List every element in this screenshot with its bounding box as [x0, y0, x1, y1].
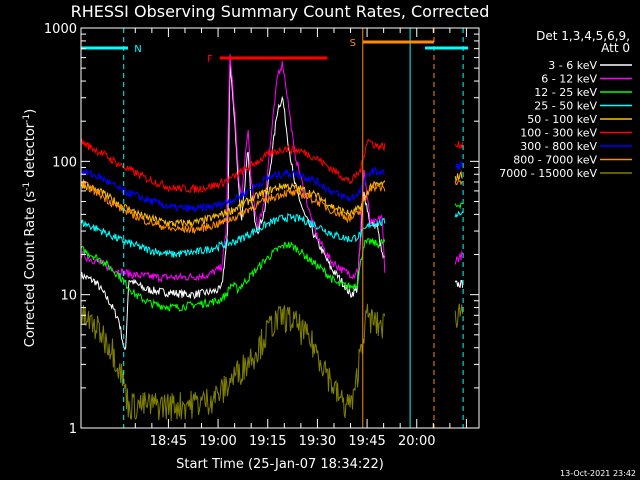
x-tick-label: 19:15 [249, 434, 286, 449]
legend-label: 800 - 7000 keV [513, 154, 597, 167]
x-axis-label: Start Time (25-Jan-07 18:34:22) [176, 457, 384, 472]
y-axis: 1 10 100 1000 [44, 22, 479, 437]
y-tick-label: 10 [60, 289, 77, 304]
x-tick-label: 19:45 [348, 434, 385, 449]
x-axis: 18:45 19:00 19:15 19:30 19:45 20:00 [134, 28, 467, 449]
x-tick-label: 18:45 [150, 434, 187, 449]
legend-label: 3 - 6 keV [548, 59, 597, 72]
series-line [80, 210, 464, 258]
series-line [80, 202, 463, 312]
plot-frame [80, 27, 480, 429]
legend-header-1: Det 1,3,4,5,6,9, [536, 29, 630, 43]
legend-header-2: Att 0 [601, 41, 630, 55]
x-tick-label: 20:00 [398, 434, 435, 449]
legend-label: 300 - 800 keV [520, 140, 597, 153]
legend-label: 25 - 50 keV [534, 100, 597, 113]
x-tick-label: 19:00 [199, 434, 236, 449]
series-line [80, 62, 464, 351]
x-tick-label: 19:30 [299, 434, 336, 449]
legend-label: 100 - 300 keV [520, 127, 597, 140]
y-tick-label: 100 [52, 155, 77, 170]
legend-label: 6 - 12 keV [541, 73, 597, 86]
series-line [80, 303, 464, 421]
legend-label: 12 - 25 keV [534, 86, 597, 99]
series-line [80, 160, 464, 213]
series-group [80, 54, 464, 421]
flag-label: N [134, 44, 141, 55]
y-axis-label: Corrected Count Rate (s-1 detector-1) [22, 109, 38, 347]
flag-label: S [350, 38, 356, 49]
chart-title: RHESSI Observing Summary Count Rates, Co… [71, 2, 490, 21]
series-line [80, 138, 464, 194]
footer-timestamp: 13-Oct-2021 23:42 [560, 469, 636, 478]
legend-label: 50 - 100 keV [527, 113, 597, 126]
legend-label: 7000 - 15000 keV [499, 167, 597, 180]
y-tick-label: 1000 [44, 22, 77, 37]
series-line [80, 178, 463, 235]
flag-label: F [207, 54, 213, 65]
y-tick-label: 1 [69, 422, 77, 437]
series-line [80, 54, 464, 283]
